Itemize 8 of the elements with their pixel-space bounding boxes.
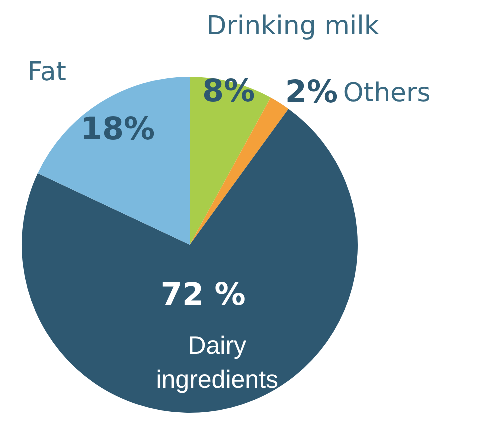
data-label: 8% [202, 74, 256, 110]
slice-label: Fat [28, 58, 66, 88]
data-label: 72 % [160, 277, 246, 314]
slice-label: Others [343, 78, 431, 108]
data-label: 18% [80, 112, 156, 148]
data-label: 2% [285, 74, 338, 111]
slice-label: Dairy ingredients [156, 332, 279, 394]
slice-label: Drinking milk [206, 12, 380, 42]
